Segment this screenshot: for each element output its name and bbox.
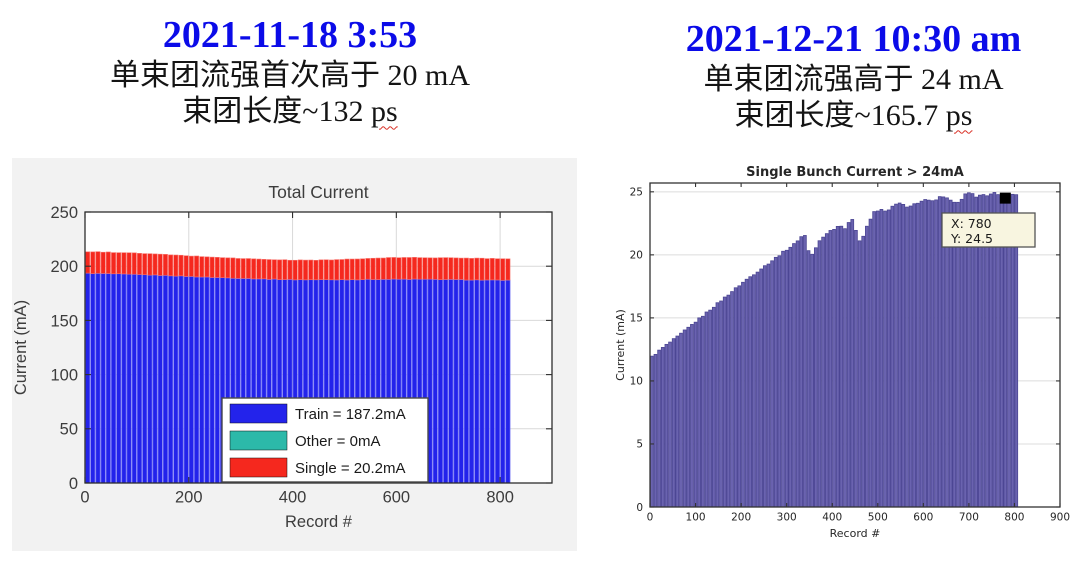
x-tick-labels: 0 100 200 300 400 500 600 700 800 900 [647, 512, 1070, 524]
svg-text:15: 15 [630, 313, 643, 325]
legend-swatch [229, 457, 288, 478]
legend-swatch [229, 403, 288, 424]
data-marker [999, 192, 1011, 204]
left-header: 2021-11-18 3:53 单束团流强首次高于 20 mA 束团长度~132… [10, 14, 570, 131]
right-header-line3: 束团长度~165.7 ps [628, 98, 1079, 135]
svg-text:300: 300 [777, 512, 797, 524]
left-header-date: 2021-11-18 3:53 [162, 14, 418, 56]
total-current-chart: 0 200 400 600 800 0 50 100 150 200 250 Total Curren… [12, 182, 553, 531]
svg-text:0: 0 [647, 512, 654, 524]
data-tip-text: X: 780 [951, 216, 992, 231]
single-bunch-chart: 0 100 200 300 400 500 600 700 800 900 0 5 10 15 20 25 Si… [615, 165, 1070, 540]
svg-text:100: 100 [50, 367, 78, 385]
x-axis-label: Record # [285, 513, 353, 531]
grid-lines [85, 212, 552, 483]
svg-text:600: 600 [913, 512, 933, 524]
svg-text:400: 400 [822, 512, 842, 524]
svg-text:20: 20 [630, 250, 643, 262]
y-axis-label: Current (mA) [615, 309, 627, 381]
chart-title: Single Bunch Current > 24mA [746, 165, 964, 180]
bars [85, 251, 511, 484]
left-header-line2: 单束团流强首次高于 20 mA [110, 58, 470, 92]
chart-title: Total Current [268, 182, 368, 202]
svg-text:800: 800 [1004, 512, 1024, 524]
total-current-figure: 0 200 400 600 800 0 50 100 150 200 250 Total Curren… [12, 158, 577, 551]
svg-text:50: 50 [60, 421, 78, 439]
axis-box [84, 211, 553, 484]
svg-text:600: 600 [383, 489, 411, 507]
right-header-line3-text: 束团长度~165.7 [734, 99, 946, 133]
svg-text:200: 200 [50, 258, 78, 276]
svg-text:400: 400 [279, 489, 307, 507]
svg-text:250: 250 [50, 204, 78, 222]
svg-text:0: 0 [69, 475, 78, 493]
y-axis-label: Current (mA) [12, 300, 30, 395]
right-header-date: 2021-12-21 10:30 am [685, 18, 1022, 60]
svg-text:100: 100 [686, 512, 706, 524]
right-header-line2: 单束团流强高于 24 mA [703, 62, 1004, 96]
svg-text:200: 200 [175, 489, 203, 507]
svg-text:900: 900 [1050, 512, 1070, 524]
svg-text:200: 200 [731, 512, 751, 524]
x-tick-labels: 0 200 400 600 800 [80, 489, 513, 507]
x-axis-label: Record # [830, 527, 881, 540]
legend-label: Other = 0mA [295, 433, 380, 450]
right-header: 2021-12-21 10:30 am 单束团流强高于 24 mA 束团长度~1… [628, 18, 1079, 135]
single-bunch-figure: 0 100 200 300 400 500 600 700 800 900 0 5 10 15 20 25 Si… [615, 163, 1079, 550]
svg-text:700: 700 [959, 512, 979, 524]
legend: Train = 187.2mA Other = 0mA Single = 20.2m… [221, 397, 429, 483]
data-tip-box [941, 212, 1036, 248]
svg-text:25: 25 [630, 187, 643, 199]
svg-text:500: 500 [868, 512, 888, 524]
legend-swatch [229, 430, 288, 451]
y-tick-labels: 0 5 10 15 20 25 [630, 187, 643, 514]
svg-text:0: 0 [636, 502, 643, 514]
svg-text:5: 5 [636, 439, 643, 451]
y-tick-labels: 0 50 100 150 200 250 [50, 204, 78, 493]
right-header-line3-unit: ps [945, 99, 973, 133]
svg-text:10: 10 [630, 376, 643, 388]
svg-text:800: 800 [486, 489, 514, 507]
svg-text:0: 0 [80, 489, 89, 507]
tick-marks [649, 183, 1061, 508]
axis-box [649, 182, 1061, 508]
svg-text:150: 150 [50, 312, 78, 330]
left-header-line3-unit: ps [371, 95, 398, 129]
left-header-line3-text: 束团长度~132 [182, 95, 372, 129]
legend-label: Train = 187.2mA [295, 406, 406, 423]
data-tip-text: Y: 24.5 [950, 231, 993, 246]
legend-label: Single = 20.2mA [295, 460, 406, 477]
left-header-line3: 束团长度~132 ps [10, 94, 570, 131]
